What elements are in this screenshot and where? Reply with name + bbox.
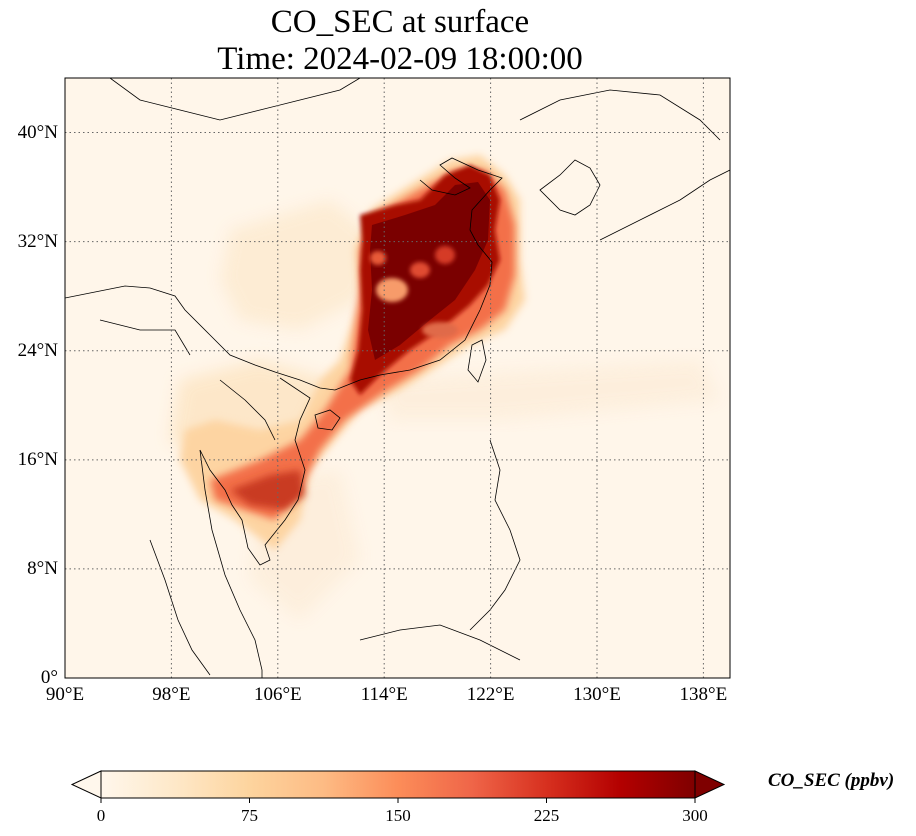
mongolia-border — [109, 78, 361, 121]
colorbar-fill — [101, 771, 695, 798]
colorbar-extend-max — [694, 770, 726, 799]
plot-title-line1: CO_SEC at surface — [270, 4, 530, 40]
colorbar — [70, 770, 726, 799]
graticule — [65, 78, 730, 678]
map-panel — [65, 78, 730, 678]
y-tick-label: 8°N — [27, 557, 58, 579]
coastlines — [65, 78, 730, 678]
x-tick-label: 106°E — [253, 684, 302, 705]
x-tick-label: 98°E — [152, 684, 191, 705]
colorbar-extend-min — [70, 770, 102, 799]
y-tick-label: 40°N — [17, 121, 58, 143]
borneo-coast — [359, 624, 521, 661]
malay-peninsula-west — [199, 449, 263, 678]
indochina-coast — [199, 377, 311, 566]
hainan-island — [314, 409, 341, 431]
china-coast — [65, 157, 503, 391]
map-frame — [64, 77, 731, 679]
colorbar-tick-label: 0 — [96, 806, 106, 825]
x-tick-label: 138°E — [679, 684, 728, 705]
x-tick-label: 114°E — [360, 684, 408, 705]
y-tick-label: 24°N — [17, 339, 58, 361]
y-tick-label: 0° — [40, 667, 58, 688]
laos-border — [219, 379, 276, 441]
colorbar-tick-label: 150 — [385, 806, 411, 825]
y-tick-label: 16°N — [17, 448, 58, 470]
japan-coast — [599, 169, 730, 241]
y-tick-label: 32°N — [17, 230, 58, 252]
plot-title-line2: Time: 2024-02-09 18:00:00 — [217, 41, 583, 77]
x-tick-label: 130°E — [573, 684, 621, 705]
colorbar-tick-label: 225 — [533, 806, 560, 825]
x-tick-label: 90°E — [45, 684, 85, 705]
x-tick-label: 122°E — [466, 684, 515, 705]
co-plume — [180, 155, 525, 550]
taiwan-island — [467, 339, 487, 383]
colorbar-label: CO_SEC (ppbv) — [768, 770, 895, 791]
colorbar-tick-label: 300 — [682, 806, 708, 825]
philippines-coast — [469, 439, 521, 631]
sumatra-coast — [149, 539, 211, 676]
colorbar-tick-label: 75 — [241, 806, 258, 825]
korea-coast — [539, 159, 601, 216]
concentration-haze — [170, 200, 720, 620]
myanmar-border — [99, 319, 191, 356]
